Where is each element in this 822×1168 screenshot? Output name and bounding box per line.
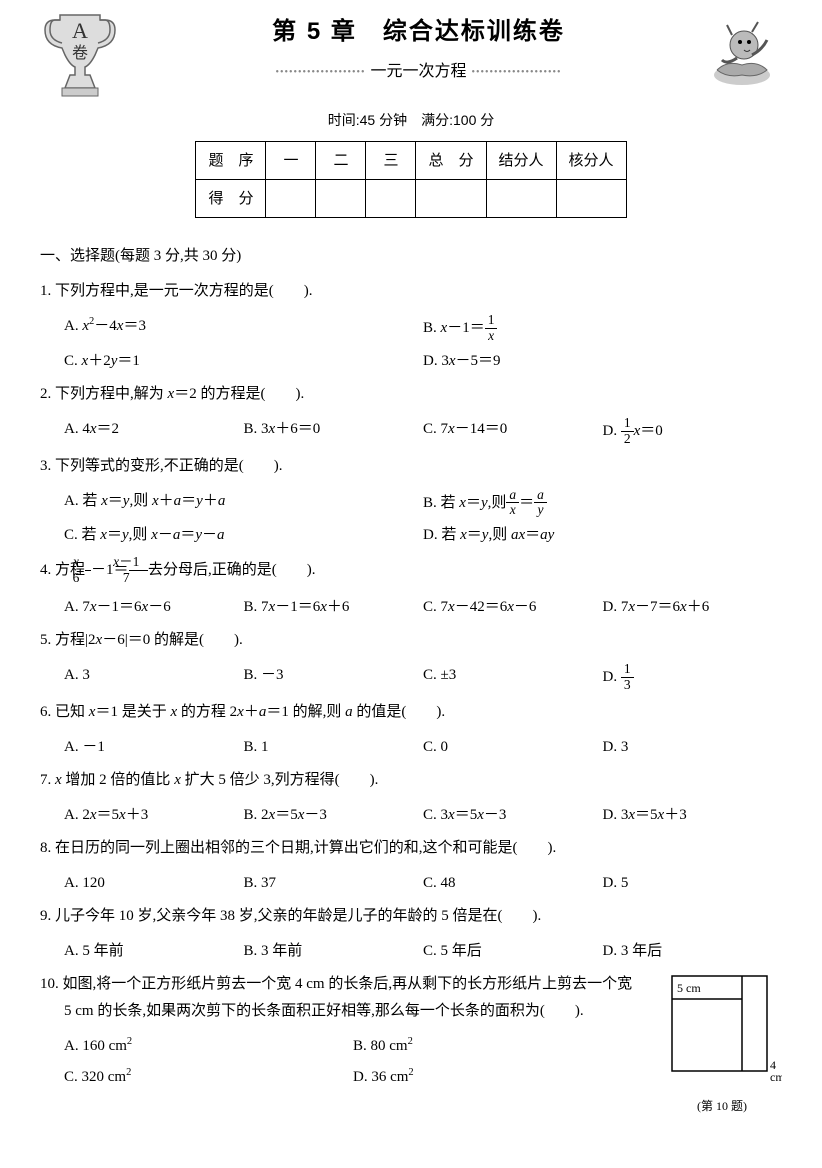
th-total: 总 分 xyxy=(416,142,486,180)
option: C. x＋2y＝1 xyxy=(64,346,423,377)
th-scorer: 结分人 xyxy=(486,142,556,180)
page-header: A 卷 第 5 章 综合达标训练卷 •••••••••••••••••••• 一… xyxy=(40,10,782,100)
option: D. 3x－5＝9 xyxy=(423,346,782,377)
question-6: 6. 已知 x＝1 是关于 x 的方程 2x＋a＝1 的解,则 a 的值是( )… xyxy=(40,699,782,726)
chapter-title: 第 5 章 综合达标训练卷 xyxy=(135,10,702,53)
option: D. 5 xyxy=(603,868,783,899)
options-1: A. x2－4x＝3B. x－1＝1xC. x＋2y＝1D. 3x－5＝9 xyxy=(40,311,782,377)
option: D. 36 cm2 xyxy=(353,1062,642,1093)
options-9: A. 5 年前B. 3 年前C. 5 年后D. 3 年后 xyxy=(40,936,782,967)
question-list: 1. 下列方程中,是一元一次方程的是( ). A. x2－4x＝3B. x－1＝1… xyxy=(40,278,782,1092)
option: C. 48 xyxy=(423,868,603,899)
svg-text:卷: 卷 xyxy=(72,44,88,62)
option: C. 320 cm2 xyxy=(64,1062,353,1093)
options-2: A. 4x＝2B. 3x＋6＝0C. 7x－14＝0D. 12x＝0 xyxy=(40,414,782,449)
td-blank xyxy=(556,180,626,218)
option: C. 7x－42＝6x－6 xyxy=(423,592,603,623)
svg-text:5 cm: 5 cm xyxy=(677,981,701,995)
option: A. x2－4x＝3 xyxy=(64,311,423,346)
option: B. 3x＋6＝0 xyxy=(244,414,424,449)
option: B. 3 年前 xyxy=(244,936,424,967)
option: C. 5 年后 xyxy=(423,936,603,967)
question-2: 2. 下列方程中,解为 x＝2 的方程是( ). xyxy=(40,381,782,408)
score-table: 题 序 一 二 三 总 分 结分人 核分人 得 分 xyxy=(195,141,626,218)
option: A. 7x－1＝6x－6 xyxy=(64,592,244,623)
option: B. －3 xyxy=(244,660,424,695)
th-checker: 核分人 xyxy=(556,142,626,180)
option: D. 13 xyxy=(603,660,783,695)
th-seq: 题 序 xyxy=(196,142,266,180)
question-1: 1. 下列方程中,是一元一次方程的是( ). xyxy=(40,278,782,305)
th-1: 一 xyxy=(266,142,316,180)
option: A. 120 xyxy=(64,868,244,899)
option: D. 12x＝0 xyxy=(603,414,783,449)
score-header-row: 题 序 一 二 三 总 分 结分人 核分人 xyxy=(196,142,626,180)
section-title: 一、选择题(每题 3 分,共 30 分) xyxy=(40,243,782,270)
options-6: A. －1B. 1C. 0D. 3 xyxy=(40,732,782,763)
option: D. 7x－7＝6x＋6 xyxy=(603,592,783,623)
option: A. －1 xyxy=(64,732,244,763)
svg-text:cm: cm xyxy=(770,1070,782,1081)
td-blank xyxy=(366,180,416,218)
figure-q10: 5 cm4cm(第 10 题) xyxy=(662,971,782,1118)
option: A. 160 cm2 xyxy=(64,1031,353,1062)
option: B. 若 x＝y,则ax＝ay xyxy=(423,486,782,521)
th-3: 三 xyxy=(366,142,416,180)
option: A. 5 年前 xyxy=(64,936,244,967)
option: C. 3x＝5x－3 xyxy=(423,800,603,831)
options-5: A. 3B. －3C. ±3D. 13 xyxy=(40,660,782,695)
option: B. 80 cm2 xyxy=(353,1031,642,1062)
option: A. 4x＝2 xyxy=(64,414,244,449)
mascot-icon xyxy=(702,10,782,90)
option: A. 若 x＝y,则 x＋a＝y＋a xyxy=(64,486,423,521)
option: B. 2x＝5x－3 xyxy=(244,800,424,831)
subtitle: 一元一次方程 xyxy=(370,58,466,87)
option: D. 3 xyxy=(603,732,783,763)
td-blank xyxy=(416,180,486,218)
question-9: 9. 儿子今年 10 岁,父亲今年 38 岁,父亲的年龄是儿子的年龄的 5 倍是… xyxy=(40,903,782,930)
time-info: 时间:45 分钟 满分:100 分 xyxy=(40,108,782,133)
option: B. 7x－1＝6x＋6 xyxy=(244,592,424,623)
question-5: 5. 方程|2x－6|＝0 的解是( ). xyxy=(40,627,782,654)
option: B. x－1＝1x xyxy=(423,311,782,346)
subtitle-row: •••••••••••••••••••• 一元一次方程 ••••••••••••… xyxy=(135,58,702,87)
option: B. 37 xyxy=(244,868,424,899)
question-4: 4. 方程x6－1＝x－17去分母后,正确的是( ). xyxy=(40,555,782,586)
q10-wrapper: 10. 如图,将一个正方形纸片剪去一个宽 4 cm 的长条后,再从剩下的长方形纸… xyxy=(40,971,782,1093)
option: C. 7x－14＝0 xyxy=(423,414,603,449)
option: C. 若 x＝y,则 x－a＝y－a xyxy=(64,520,423,551)
option: D. 3x＝5x＋3 xyxy=(603,800,783,831)
options-3: A. 若 x＝y,则 x＋a＝y＋aB. 若 x＝y,则ax＝ayC. 若 x＝… xyxy=(40,486,782,552)
options-8: A. 120B. 37C. 48D. 5 xyxy=(40,868,782,899)
svg-text:A: A xyxy=(72,18,88,43)
options-4: A. 7x－1＝6x－6B. 7x－1＝6x＋6C. 7x－42＝6x－6D. … xyxy=(40,592,782,623)
td-blank xyxy=(266,180,316,218)
td-score-label: 得 分 xyxy=(196,180,266,218)
option: C. ±3 xyxy=(423,660,603,695)
option: D. 若 x＝y,则 ax＝ay xyxy=(423,520,782,551)
question-8: 8. 在日历的同一列上圈出相邻的三个日期,计算出它们的和,这个和可能是( ). xyxy=(40,835,782,862)
option: D. 3 年后 xyxy=(603,936,783,967)
option: C. 0 xyxy=(423,732,603,763)
figure-caption: (第 10 题) xyxy=(662,1096,782,1118)
score-value-row: 得 分 xyxy=(196,180,626,218)
td-blank xyxy=(486,180,556,218)
td-blank xyxy=(316,180,366,218)
th-2: 二 xyxy=(316,142,366,180)
option: B. 1 xyxy=(244,732,424,763)
option: A. 2x＝5x＋3 xyxy=(64,800,244,831)
question-3: 3. 下列等式的变形,不正确的是( ). xyxy=(40,453,782,480)
question-7: 7. x 增加 2 倍的值比 x 扩大 5 倍少 3,列方程得( ). xyxy=(40,767,782,794)
option: A. 3 xyxy=(64,660,244,695)
options-7: A. 2x＝5x＋3B. 2x＝5x－3C. 3x＝5x－3D. 3x＝5x＋3 xyxy=(40,800,782,831)
trophy-icon: A 卷 xyxy=(40,10,120,100)
